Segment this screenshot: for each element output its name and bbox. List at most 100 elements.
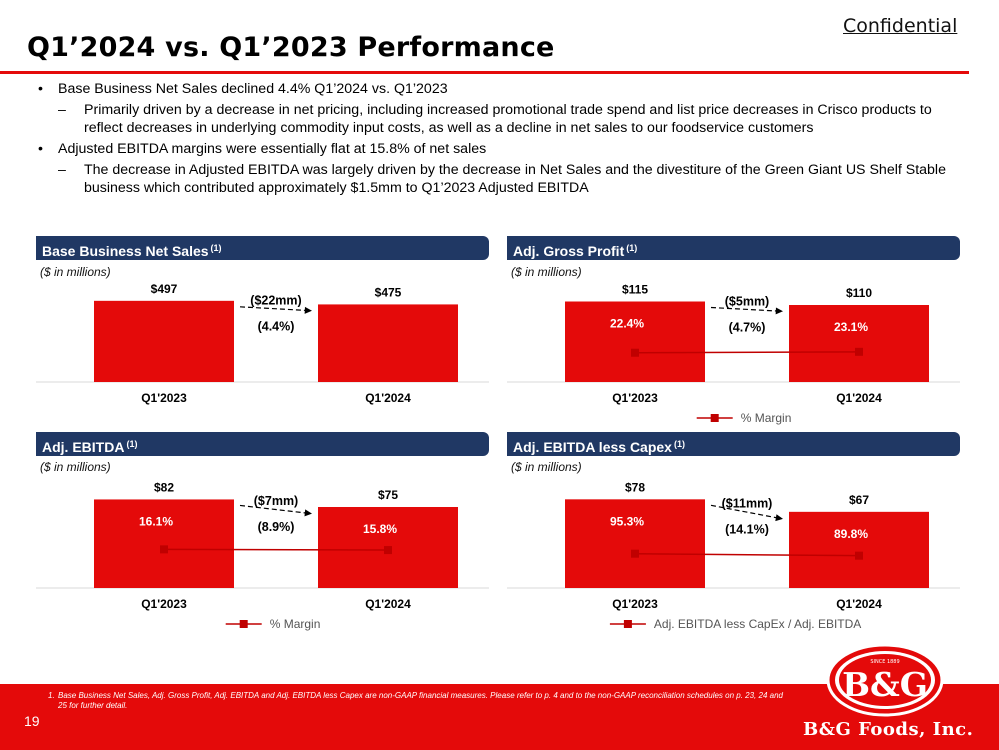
- company-name: B&G Foods, Inc.: [803, 719, 974, 740]
- margin-marker: [631, 348, 639, 357]
- legend-marker: [239, 620, 248, 628]
- margin-marker: [855, 551, 863, 560]
- panel-title: Base Business Net Sales: [42, 243, 209, 259]
- legend-label: % Margin: [270, 617, 321, 631]
- bar-value-label: $82: [154, 480, 174, 494]
- bullet-list: • Base Business Net Sales declined 4.4% Q…: [38, 80, 968, 200]
- units-label: ($ in millions): [511, 460, 582, 474]
- footnote: 1. Base Business Net Sales, Adj. Gross P…: [48, 691, 788, 711]
- bar-value-label: $497: [151, 282, 178, 296]
- units-label: ($ in millions): [511, 265, 582, 279]
- change-arrow-head: [304, 306, 312, 314]
- change-arrow: [239, 504, 307, 514]
- margin-line: [634, 552, 860, 557]
- change-percent-label: (4.4%): [258, 320, 295, 334]
- change-amount-label: ($22mm): [250, 294, 301, 308]
- page-number: 19: [24, 713, 40, 729]
- panel-header-gross-profit: Adj. Gross Profit (1): [507, 236, 960, 260]
- bar-value-label: $115: [622, 283, 648, 297]
- bullet-dash-icon: –: [58, 162, 66, 178]
- bar-value-label: $110: [846, 286, 872, 300]
- bg-foods-logo-icon: SINCE 1889 B&G: [826, 643, 944, 717]
- page-title: Q1’2024 vs. Q1’2023 Performance: [27, 32, 555, 63]
- units-label: ($ in millions): [40, 460, 111, 474]
- sub-bullet-item: – Primarily driven by a decrease in net p…: [38, 101, 968, 137]
- ebitda-capex-chart: $78 Q1'2023 $67 Q1'2024 ($11mm) (14.1%) 95.3% 8…: [507, 480, 960, 631]
- bar: [565, 499, 705, 588]
- bullet-item: • Adjusted EBITDA margins were essentiall…: [38, 140, 968, 158]
- x-tick-label: Q1'2024: [836, 597, 882, 611]
- legend-marker: [623, 620, 632, 628]
- legend-label: % Margin: [741, 411, 792, 425]
- bullet-dash-icon: –: [58, 102, 66, 118]
- margin-value-label: 89.8%: [834, 527, 868, 541]
- margin-marker: [855, 347, 863, 356]
- margin-value-label: 22.4%: [610, 317, 644, 331]
- footnote-number: 1.: [48, 691, 55, 700]
- margin-value-label: 23.1%: [834, 320, 868, 334]
- change-percent-label: (14.1%): [725, 523, 769, 537]
- net-sales-chart: $497 Q1'2023 $475 Q1'2024 ($22mm) (4.4%): [36, 282, 489, 405]
- change-arrow: [710, 504, 778, 519]
- bar: [94, 300, 234, 382]
- panel-header-ebitda: Adj. EBITDA (1): [36, 432, 489, 456]
- confidential-label: Confidential: [843, 15, 958, 37]
- change-percent-label: (8.9%): [258, 520, 295, 534]
- x-tick-label: Q1'2023: [141, 391, 187, 405]
- gross-profit-chart: $115 Q1'2023 $110 Q1'2024 ($5mm) (4.7%) 22.4% 2…: [507, 283, 960, 425]
- margin-value-label: 95.3%: [610, 514, 644, 528]
- bullet-dot-icon: •: [38, 81, 43, 97]
- footnote-ref: (1): [126, 439, 138, 449]
- margin-marker: [384, 546, 392, 555]
- panel-header-ebitda-capex: Adj. EBITDA less Capex (1): [507, 432, 960, 456]
- panel-header-net-sales: Base Business Net Sales (1): [36, 236, 489, 260]
- change-arrow-head: [775, 514, 783, 522]
- footnote-ref: (1): [626, 243, 638, 253]
- margin-line: [163, 548, 389, 551]
- x-tick-label: Q1'2023: [612, 597, 658, 611]
- margin-line: [634, 351, 860, 354]
- margin-marker: [160, 545, 168, 554]
- change-arrow-head: [775, 307, 783, 315]
- change-amount-label: ($7mm): [254, 494, 298, 508]
- sub-bullet-text: Primarily driven by a decrease in net pr…: [84, 102, 932, 136]
- margin-value-label: 15.8%: [363, 522, 397, 536]
- change-amount-label: ($11mm): [722, 497, 773, 511]
- bar: [94, 499, 234, 588]
- bar: [318, 304, 458, 382]
- x-tick-label: Q1'2024: [365, 391, 411, 405]
- footnote-text: Base Business Net Sales, Adj. Gross Prof…: [58, 691, 783, 710]
- sub-bullet-text: The decrease in Adjusted EBITDA was larg…: [84, 162, 946, 196]
- change-amount-label: ($5mm): [725, 294, 769, 308]
- margin-marker: [631, 549, 639, 558]
- change-percent-label: (4.7%): [729, 320, 766, 334]
- panel-title: Adj. EBITDA: [42, 439, 125, 455]
- bullet-item: • Base Business Net Sales declined 4.4% Q…: [38, 80, 968, 98]
- margin-value-label: 16.1%: [139, 514, 173, 528]
- bar: [789, 511, 929, 588]
- x-tick-label: Q1'2024: [365, 597, 411, 611]
- bullet-dot-icon: •: [38, 141, 43, 157]
- x-tick-label: Q1'2023: [612, 391, 658, 405]
- sub-bullet-item: – The decrease in Adjusted EBITDA was lar…: [38, 161, 968, 197]
- panel-title: Adj. EBITDA less Capex: [513, 439, 672, 455]
- title-divider: [0, 71, 969, 74]
- logo-text: B&G: [842, 665, 928, 704]
- bar-value-label: $67: [849, 493, 869, 507]
- legend-marker: [710, 414, 719, 422]
- panel-title: Adj. Gross Profit: [513, 243, 625, 259]
- bar: [565, 301, 705, 382]
- change-arrow: [239, 306, 307, 312]
- x-tick-label: Q1'2024: [836, 391, 882, 405]
- x-tick-label: Q1'2023: [141, 597, 187, 611]
- bar-value-label: $475: [375, 285, 402, 299]
- bullet-text: Adjusted EBITDA margins were essentially…: [58, 141, 487, 157]
- change-arrow: [710, 306, 778, 312]
- change-arrow-head: [304, 509, 312, 517]
- bullet-text: Base Business Net Sales declined 4.4% Q1…: [58, 81, 448, 97]
- logo-since-text: SINCE 1889: [870, 659, 899, 665]
- bar-value-label: $78: [625, 480, 645, 494]
- footnote-ref: (1): [673, 439, 685, 449]
- units-label: ($ in millions): [40, 265, 111, 279]
- ebitda-chart: $82 Q1'2023 $75 Q1'2024 ($7mm) (8.9%) 16.1% 15.…: [36, 480, 489, 631]
